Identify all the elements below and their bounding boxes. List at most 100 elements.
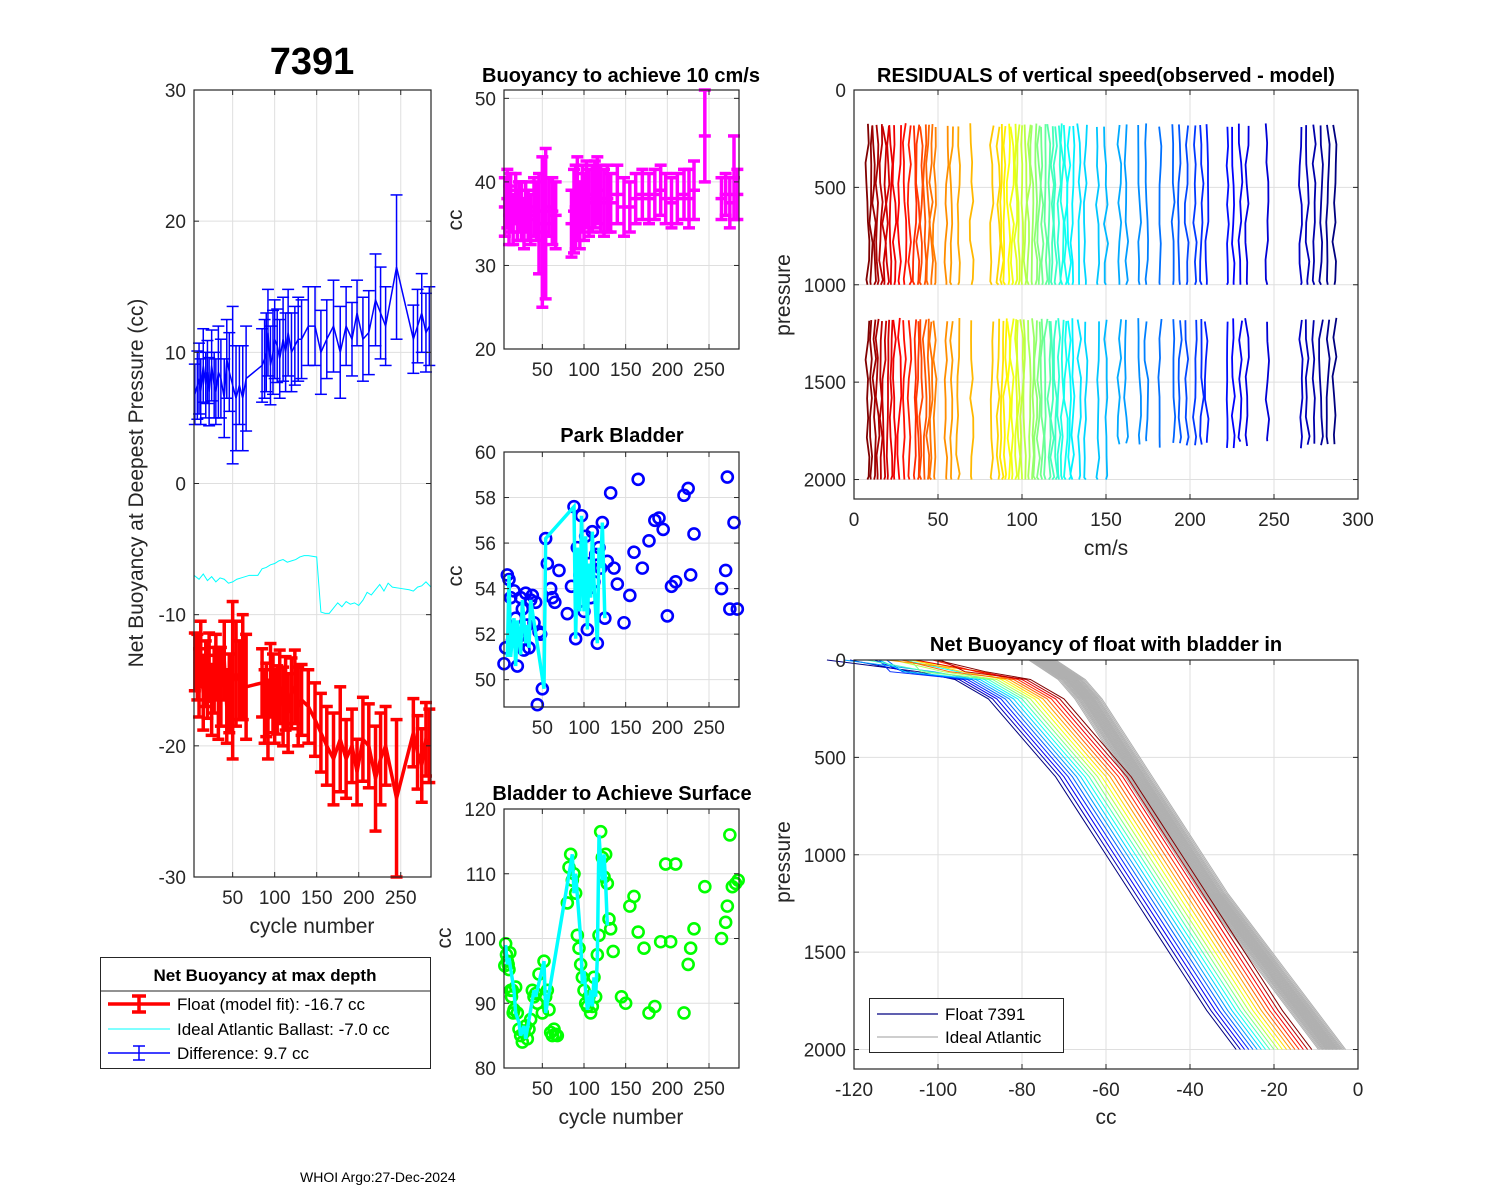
residual-profile (1144, 123, 1149, 285)
x-tick-label: 0 (1353, 1080, 1364, 1101)
y-tick-label: 0 (835, 81, 846, 102)
residual-profile (884, 125, 891, 286)
residual-profile (1318, 125, 1324, 286)
residual-profile (1052, 126, 1058, 286)
park-bladder-point (617, 615, 631, 630)
net-buoyancy-deepest-axes: 50 100 150 200 250 -30 -20 -10 0 10 20 30 (159, 81, 436, 909)
ideal-atlantic-profile (1049, 659, 1341, 1050)
surface-bladder-point (668, 857, 683, 871)
surface-bladder-point (723, 828, 737, 842)
residual-profile (1046, 320, 1052, 480)
park-bladder-point (687, 527, 701, 541)
residual-profile (878, 124, 884, 286)
x-axis-label-profile: cc (1096, 1106, 1117, 1129)
y-tick-label: 30 (165, 81, 186, 102)
park-bladder-point (730, 602, 745, 616)
y-tick-label: 10 (165, 343, 186, 364)
residual-profile (1049, 321, 1056, 481)
x-tick-label: 100 (568, 360, 600, 381)
residual-profile (1199, 318, 1205, 445)
residual-profile (1014, 319, 1018, 480)
surface-bladder-point (731, 873, 745, 888)
net-buoyancy-profile-axes: -120 -100 -80 -60 -40 -20 0 0 500 1000 1500 2000 (804, 651, 1364, 1101)
residual-profile (1116, 124, 1123, 285)
residual-profile (932, 320, 938, 480)
ideal-atlantic-profile (1055, 659, 1347, 1050)
residual-profile (902, 123, 908, 285)
residual-profile (1103, 319, 1109, 480)
x-tick-label: 50 (222, 888, 243, 909)
residual-profile (1311, 124, 1317, 286)
surface-bladder-point (583, 1006, 598, 1020)
ideal-atlantic-profile (1052, 659, 1344, 1050)
y-tick-label: 2000 (804, 471, 846, 492)
residual-profile (1237, 123, 1244, 285)
residual-profile (881, 320, 888, 480)
residual-profile (1244, 318, 1250, 447)
residual-profile (918, 126, 924, 286)
legend-box (100, 957, 431, 1069)
residual-profile (999, 320, 1005, 480)
residual-profile (1177, 320, 1183, 444)
residual-profile (1184, 320, 1190, 446)
residual-profile (1123, 124, 1129, 286)
park-bladder-point (668, 574, 683, 589)
float-profile (915, 659, 1304, 1050)
residual-profile (1331, 124, 1338, 285)
y-tick-label: 20 (475, 340, 496, 361)
y-tick-label: 500 (814, 178, 846, 199)
residual-profile (869, 320, 874, 480)
residual-profile (995, 318, 1001, 480)
bladder-surface-title: Bladder to Achieve Surface (492, 783, 751, 805)
x-tick-label: -80 (1008, 1080, 1035, 1101)
residual-profile (1231, 126, 1236, 285)
residual-profile (928, 321, 934, 481)
park-bladder-point (642, 533, 656, 548)
residual-profile (931, 126, 937, 286)
residual-profile (1029, 125, 1035, 285)
y-tick-label: 50 (475, 671, 496, 692)
residual-profile (911, 125, 918, 286)
residual-profile (915, 321, 921, 480)
residual-profile (1123, 319, 1129, 444)
surface-bladder-point (648, 999, 662, 1014)
surface-bladder-point (572, 941, 586, 956)
residual-profile (928, 123, 934, 285)
residual-profile (925, 318, 931, 480)
surface-bladder-cyan-line (503, 834, 610, 1040)
park-bladder-point (607, 561, 621, 575)
x-tick-label: -60 (1092, 1080, 1119, 1101)
x-tick-label: 200 (651, 1079, 683, 1100)
x-tick-label: 150 (610, 1079, 642, 1100)
residual-profile (912, 319, 918, 480)
y-tick-label: 50 (475, 89, 496, 110)
residual-profile (1237, 320, 1243, 443)
residual-profile (1204, 124, 1210, 285)
x-tick-label: 300 (1342, 510, 1374, 531)
surface-bladder-point (687, 921, 701, 936)
surface-bladder-point (714, 931, 729, 946)
residual-profile (999, 123, 1005, 286)
surface-bladder-point (603, 921, 618, 936)
residual-profile (1076, 123, 1082, 285)
residual-profile (896, 125, 902, 285)
residual-profile (921, 319, 928, 480)
legend-label-float-7391: Float 7391 (945, 1005, 1025, 1024)
park-bladder-cyan-line (505, 502, 607, 690)
residual-profile (1043, 318, 1049, 480)
float-profile (826, 659, 1237, 1050)
y-tick-label: 0 (175, 475, 186, 496)
x-tick-label: -40 (1176, 1080, 1203, 1101)
residual-profile (1009, 126, 1015, 286)
residual-profile (968, 123, 975, 285)
y-tick-label: 1000 (804, 276, 846, 297)
residual-profile (1026, 124, 1032, 286)
residual-profile (1020, 125, 1025, 285)
x-tick-label: 100 (568, 718, 600, 739)
surface-bladder-point (627, 889, 641, 904)
surface-bladder-point (535, 1006, 550, 1020)
residual-profile (1062, 124, 1069, 286)
residual-profile (888, 125, 894, 285)
residual-profile (1095, 321, 1101, 480)
residual-profile (1033, 123, 1039, 286)
